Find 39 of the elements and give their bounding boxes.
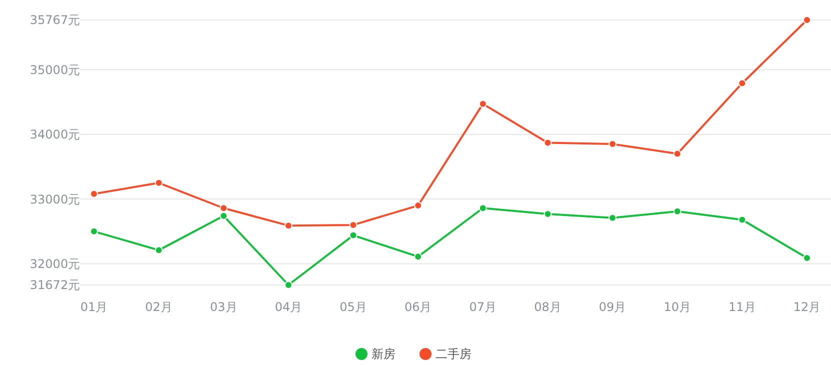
x-tick-label: 05月 [340,300,367,314]
point [90,227,98,236]
legend-label: 新房 [372,347,396,362]
point [738,216,746,224]
x-tick-label: 10月 [664,300,692,314]
x-tick-label: 12月 [793,300,821,314]
y-tick-label: 35000元 [30,62,80,77]
point [478,204,487,212]
legend-label: 二手房 [436,347,472,362]
point [803,16,811,24]
y-tick-label: 32000元 [30,256,80,271]
y-tick-label: 34000元 [30,128,80,142]
x-tick-label: 03月 [210,300,238,314]
point [414,252,422,261]
y-tick-label: 31672元 [30,278,80,292]
point [220,212,228,220]
point [90,190,98,198]
point [544,138,552,147]
x-tick-label: 09月 [598,300,626,314]
y-tick-label: 35767元 [30,13,80,28]
y-tick-label: 33000元 [30,192,80,206]
x-tick-label: 11月 [728,300,756,314]
point [154,178,163,187]
point [349,231,358,240]
x-tick-label: 04月 [274,300,302,314]
point [608,214,617,222]
x-tick-label: 02月 [145,300,172,314]
point [154,246,163,254]
point [738,79,746,88]
point [478,100,487,108]
point [220,204,228,212]
x-tick-label: 08月 [534,300,562,314]
x-tick-label: 01月 [80,300,108,314]
point [284,281,292,289]
x-tick-label: 06月 [404,300,432,314]
point [284,222,292,230]
x-tick-label: 07月 [469,300,497,314]
point [673,207,682,216]
point [673,150,682,158]
